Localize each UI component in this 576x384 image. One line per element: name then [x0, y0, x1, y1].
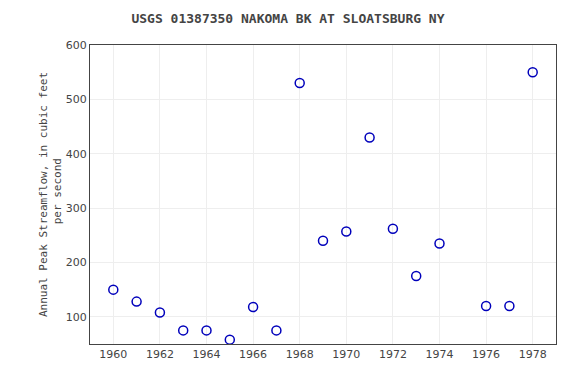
- svg-text:USGS 01387350 NAKOMA BK AT SLO: USGS 01387350 NAKOMA BK AT SLOATSBURG NY: [131, 11, 444, 26]
- svg-text:1968: 1968: [286, 348, 314, 361]
- svg-text:300: 300: [66, 202, 87, 215]
- svg-text:200: 200: [66, 256, 87, 269]
- svg-text:500: 500: [66, 93, 87, 106]
- svg-text:1966: 1966: [239, 348, 267, 361]
- svg-text:1976: 1976: [472, 348, 500, 361]
- svg-text:1960: 1960: [99, 348, 127, 361]
- svg-text:600: 600: [66, 39, 87, 52]
- svg-text:1964: 1964: [193, 348, 221, 361]
- svg-text:1970: 1970: [332, 348, 360, 361]
- svg-text:400: 400: [66, 148, 87, 161]
- svg-text:100: 100: [66, 311, 87, 324]
- svg-text:1978: 1978: [519, 348, 547, 361]
- svg-text:Annual Peak Streamflow, in cub: Annual Peak Streamflow, in cubic feet pe…: [37, 72, 64, 317]
- svg-text:1972: 1972: [379, 348, 407, 361]
- svg-text:1974: 1974: [426, 348, 454, 361]
- svg-text:1962: 1962: [146, 348, 174, 361]
